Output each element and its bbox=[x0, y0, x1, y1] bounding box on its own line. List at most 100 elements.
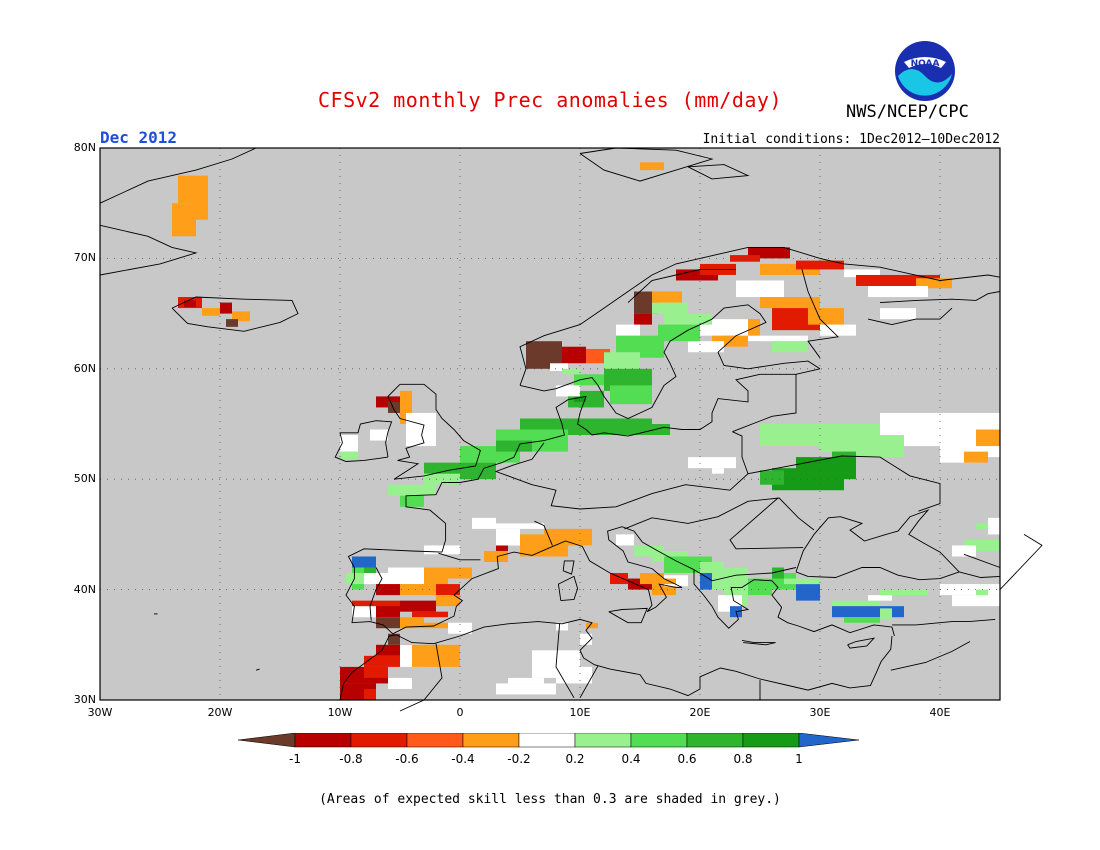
coastline-path bbox=[345, 548, 499, 635]
anomaly-cell bbox=[424, 545, 460, 555]
anomaly-cell bbox=[748, 578, 772, 596]
anomaly-cell bbox=[616, 534, 634, 546]
colorbar-tick-label: -0.2 bbox=[507, 752, 531, 766]
anomaly-cell bbox=[388, 484, 436, 496]
coastline-path bbox=[405, 368, 821, 553]
coastline-path bbox=[729, 497, 804, 550]
coastline-path bbox=[732, 374, 797, 433]
coastline-path bbox=[879, 291, 1001, 304]
anomaly-cell bbox=[988, 517, 1000, 535]
anomaly-cell bbox=[550, 363, 568, 372]
coastline-path bbox=[892, 618, 996, 626]
longitude-label: 40E bbox=[929, 706, 951, 719]
longitude-label: 0 bbox=[456, 706, 464, 719]
logo-text: NOAA bbox=[911, 59, 940, 69]
anomaly-cell bbox=[820, 324, 856, 336]
anomaly-cell bbox=[772, 341, 808, 353]
anomaly-cell bbox=[676, 269, 718, 281]
anomaly-cell bbox=[742, 335, 808, 342]
coastline-path bbox=[494, 442, 545, 486]
coastline-path bbox=[579, 665, 599, 699]
anomaly-cell bbox=[370, 429, 388, 441]
anomaly-cell bbox=[880, 589, 904, 596]
anomaly-cell bbox=[832, 600, 880, 607]
anomaly-cell bbox=[640, 573, 664, 585]
anomaly-cell bbox=[688, 341, 724, 353]
anomaly-cell bbox=[586, 622, 598, 629]
anomaly-cell bbox=[748, 247, 790, 259]
anomaly-cell bbox=[760, 297, 820, 309]
anomaly-cell bbox=[340, 435, 358, 452]
longitude-label: 10W bbox=[327, 706, 353, 719]
anomaly-cell bbox=[784, 578, 820, 585]
colorbar-segment bbox=[462, 733, 520, 748]
latitude-label: 70N bbox=[73, 251, 96, 265]
anomaly-cell bbox=[388, 567, 424, 585]
anomaly-cell bbox=[196, 197, 208, 220]
anomaly-cell bbox=[400, 584, 436, 596]
anomaly-cell bbox=[700, 573, 712, 590]
coastline-path bbox=[99, 147, 257, 204]
anomaly-cell bbox=[496, 440, 532, 452]
anomaly-cell bbox=[484, 550, 508, 562]
anomaly-cell bbox=[436, 595, 460, 607]
map-frame bbox=[99, 147, 1001, 701]
anomaly-cell bbox=[760, 470, 784, 485]
anomaly-cell bbox=[940, 584, 1000, 596]
anomaly-cell bbox=[964, 451, 988, 463]
colorbar-segment bbox=[630, 733, 688, 748]
anomaly-cell bbox=[832, 606, 904, 618]
anomaly-cell bbox=[574, 396, 586, 402]
anomaly-cell bbox=[964, 539, 1000, 551]
coastline-path bbox=[334, 420, 393, 462]
anomaly-cell bbox=[184, 300, 196, 307]
colorbar-segment bbox=[574, 733, 632, 748]
anomaly-cell bbox=[976, 523, 988, 529]
anomaly-cell bbox=[976, 429, 1000, 447]
anomaly-cell bbox=[400, 600, 436, 612]
coastline-path bbox=[867, 307, 953, 326]
coastline-path bbox=[399, 643, 443, 712]
coastline-path bbox=[519, 304, 821, 419]
colorbar-segment bbox=[294, 733, 352, 748]
longitude-label: 30W bbox=[87, 706, 113, 719]
anomaly-cell bbox=[376, 617, 400, 629]
colorbar-upper-arrow bbox=[798, 733, 860, 748]
colorbar-segment bbox=[518, 733, 576, 748]
anomaly-cell bbox=[652, 291, 682, 303]
anomaly-cell bbox=[880, 308, 916, 320]
anomaly-cell bbox=[556, 622, 568, 631]
coastline-path bbox=[339, 618, 893, 701]
anomaly-cell bbox=[562, 368, 580, 375]
latitude-label: 30N bbox=[73, 693, 96, 706]
coastlines bbox=[99, 147, 1043, 712]
anomaly-cell bbox=[364, 666, 388, 678]
anomaly-cell bbox=[610, 385, 652, 405]
anomaly-cell bbox=[424, 473, 460, 485]
anomaly-cell bbox=[652, 302, 688, 314]
anomaly-cell bbox=[976, 589, 988, 596]
latitude-label: 40N bbox=[73, 582, 96, 596]
colorbar-tick-label: -0.4 bbox=[451, 752, 475, 766]
anomaly-cell bbox=[424, 622, 448, 629]
anomaly-cell bbox=[448, 567, 472, 579]
anomaly-cell bbox=[952, 545, 976, 557]
coastline-path bbox=[438, 552, 481, 561]
anomaly-cell bbox=[532, 545, 556, 557]
anomaly-cell bbox=[736, 280, 784, 298]
longitude-label: 20W bbox=[207, 706, 233, 719]
anomaly-cell bbox=[508, 677, 544, 684]
colorbar bbox=[238, 733, 860, 748]
anomaly-cell bbox=[340, 451, 358, 460]
anomaly-cell bbox=[808, 308, 844, 325]
anomaly-cell bbox=[388, 401, 400, 413]
anomaly-cell bbox=[640, 162, 664, 171]
anomaly-cell bbox=[202, 308, 220, 316]
anomaly-cell bbox=[436, 584, 460, 596]
forecast-month: Dec 2012 bbox=[100, 128, 178, 147]
colorbar-tick-label: -0.8 bbox=[339, 752, 363, 766]
coastline-path bbox=[801, 269, 839, 359]
anomaly-cell bbox=[364, 655, 400, 667]
anomaly-cell bbox=[412, 644, 436, 667]
anomaly-cell bbox=[916, 278, 952, 289]
